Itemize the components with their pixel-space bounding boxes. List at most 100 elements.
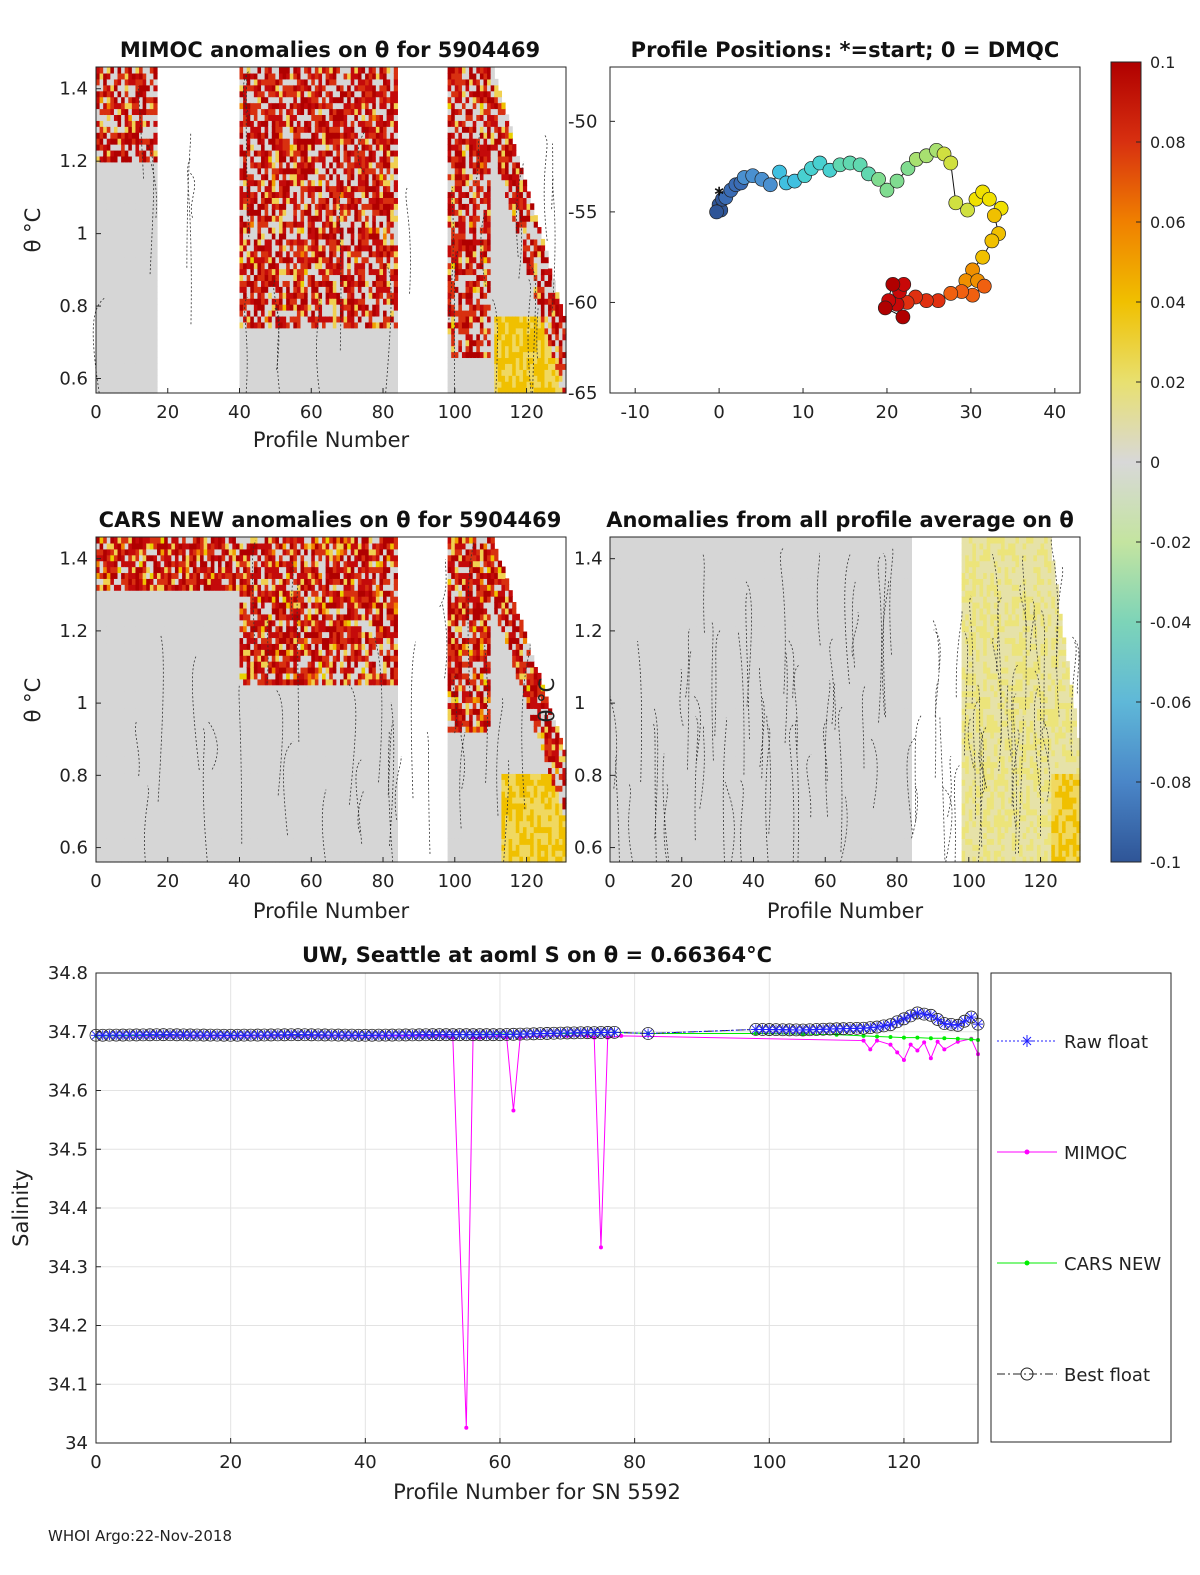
heat-cell	[379, 191, 384, 198]
heat-cell	[354, 215, 359, 222]
heat-cell	[106, 209, 111, 216]
heat-cell	[526, 209, 531, 216]
heat-cell	[494, 244, 499, 252]
heat-cell	[375, 238, 381, 246]
heat-cell	[494, 315, 499, 323]
heat-cell	[343, 339, 348, 347]
heat-cell	[239, 67, 244, 74]
heat-cell	[386, 387, 391, 394]
heat-cell	[390, 108, 395, 116]
heat-cell	[339, 244, 345, 252]
heat-cell	[393, 84, 398, 92]
heat-cell	[128, 120, 133, 127]
heat-cell	[325, 155, 330, 163]
heat-cell	[469, 173, 474, 181]
heat-cell	[343, 126, 348, 133]
heat-cell	[300, 274, 305, 281]
heat-cell	[282, 197, 287, 204]
heat-cell	[311, 381, 316, 388]
heat-cell	[142, 227, 147, 234]
heat-cell	[268, 132, 273, 139]
heat-cell	[128, 173, 133, 181]
heat-cell	[124, 185, 129, 193]
heat-cell	[519, 215, 524, 222]
heat-cell	[121, 357, 126, 364]
heat-cell	[271, 167, 276, 175]
heat-cell	[253, 304, 259, 311]
heat-cell	[365, 357, 370, 364]
heat-cell	[479, 179, 485, 187]
heat-cell	[139, 149, 144, 157]
heat-cell	[121, 310, 126, 317]
heat-cell	[512, 161, 517, 169]
heat-cell	[271, 369, 276, 376]
heat-cell	[257, 238, 262, 246]
contour-line	[480, 210, 487, 287]
heat-cell	[501, 197, 506, 204]
heat-cell	[458, 262, 463, 270]
contour-line	[516, 161, 525, 257]
heat-cell	[461, 155, 467, 163]
heat-cell	[451, 357, 456, 364]
heat-cell	[253, 351, 259, 359]
heat-cell	[487, 221, 492, 228]
heat-cell	[271, 114, 276, 121]
heat-cell	[339, 363, 345, 370]
heat-cell	[96, 298, 101, 305]
heat-cell	[153, 387, 158, 394]
heat-cell	[350, 90, 355, 98]
heat-cell	[142, 149, 147, 157]
heat-cell	[286, 268, 291, 276]
heat-cell	[368, 114, 373, 121]
heat-cell	[121, 304, 126, 311]
heat-cell	[350, 167, 355, 175]
heat-cell	[278, 215, 284, 222]
heat-cell	[526, 227, 531, 234]
heat-cell	[135, 262, 140, 270]
heat-cell	[96, 720, 101, 727]
heat-cell	[146, 357, 151, 364]
heat-cell	[447, 280, 452, 287]
heat-cell	[253, 333, 259, 341]
heat-cell	[239, 120, 244, 127]
heat-cell	[96, 363, 101, 370]
heat-cell	[361, 381, 366, 388]
heat-cell	[139, 357, 144, 364]
heat-cell	[271, 304, 276, 311]
heat-cell	[390, 387, 395, 394]
heat-cell	[271, 203, 276, 210]
heat-cell	[487, 126, 492, 133]
heat-cell	[271, 280, 276, 287]
heat-cell	[490, 268, 495, 276]
heat-cell	[264, 375, 269, 382]
heat-cell	[540, 250, 546, 258]
heat-cell	[128, 185, 133, 193]
heat-cell	[350, 315, 355, 323]
heat-cell	[476, 244, 481, 252]
heat-cell	[530, 203, 535, 210]
heat-cell	[106, 144, 111, 151]
heat-cell	[261, 375, 266, 382]
heat-cell	[372, 327, 377, 335]
heat-cell	[253, 67, 259, 74]
heat-cell	[153, 149, 158, 157]
heat-cell	[354, 108, 359, 116]
heat-cell	[96, 802, 101, 810]
heat-cell	[318, 304, 323, 311]
heat-cell	[153, 227, 158, 234]
heat-cell	[544, 357, 549, 364]
heat-cell	[124, 298, 129, 305]
heat-cell	[153, 120, 158, 127]
heat-cell	[336, 173, 341, 181]
heat-cell	[350, 280, 355, 287]
heat-cell	[454, 132, 459, 139]
heat-cell	[357, 321, 363, 329]
heat-cell	[257, 357, 262, 364]
heat-cell	[383, 173, 388, 181]
heat-cell	[490, 179, 495, 187]
heat-cell	[357, 191, 363, 198]
heat-cell	[483, 304, 488, 311]
heat-cell	[257, 78, 262, 86]
heat-cell	[257, 292, 262, 299]
heat-cell	[271, 227, 276, 234]
